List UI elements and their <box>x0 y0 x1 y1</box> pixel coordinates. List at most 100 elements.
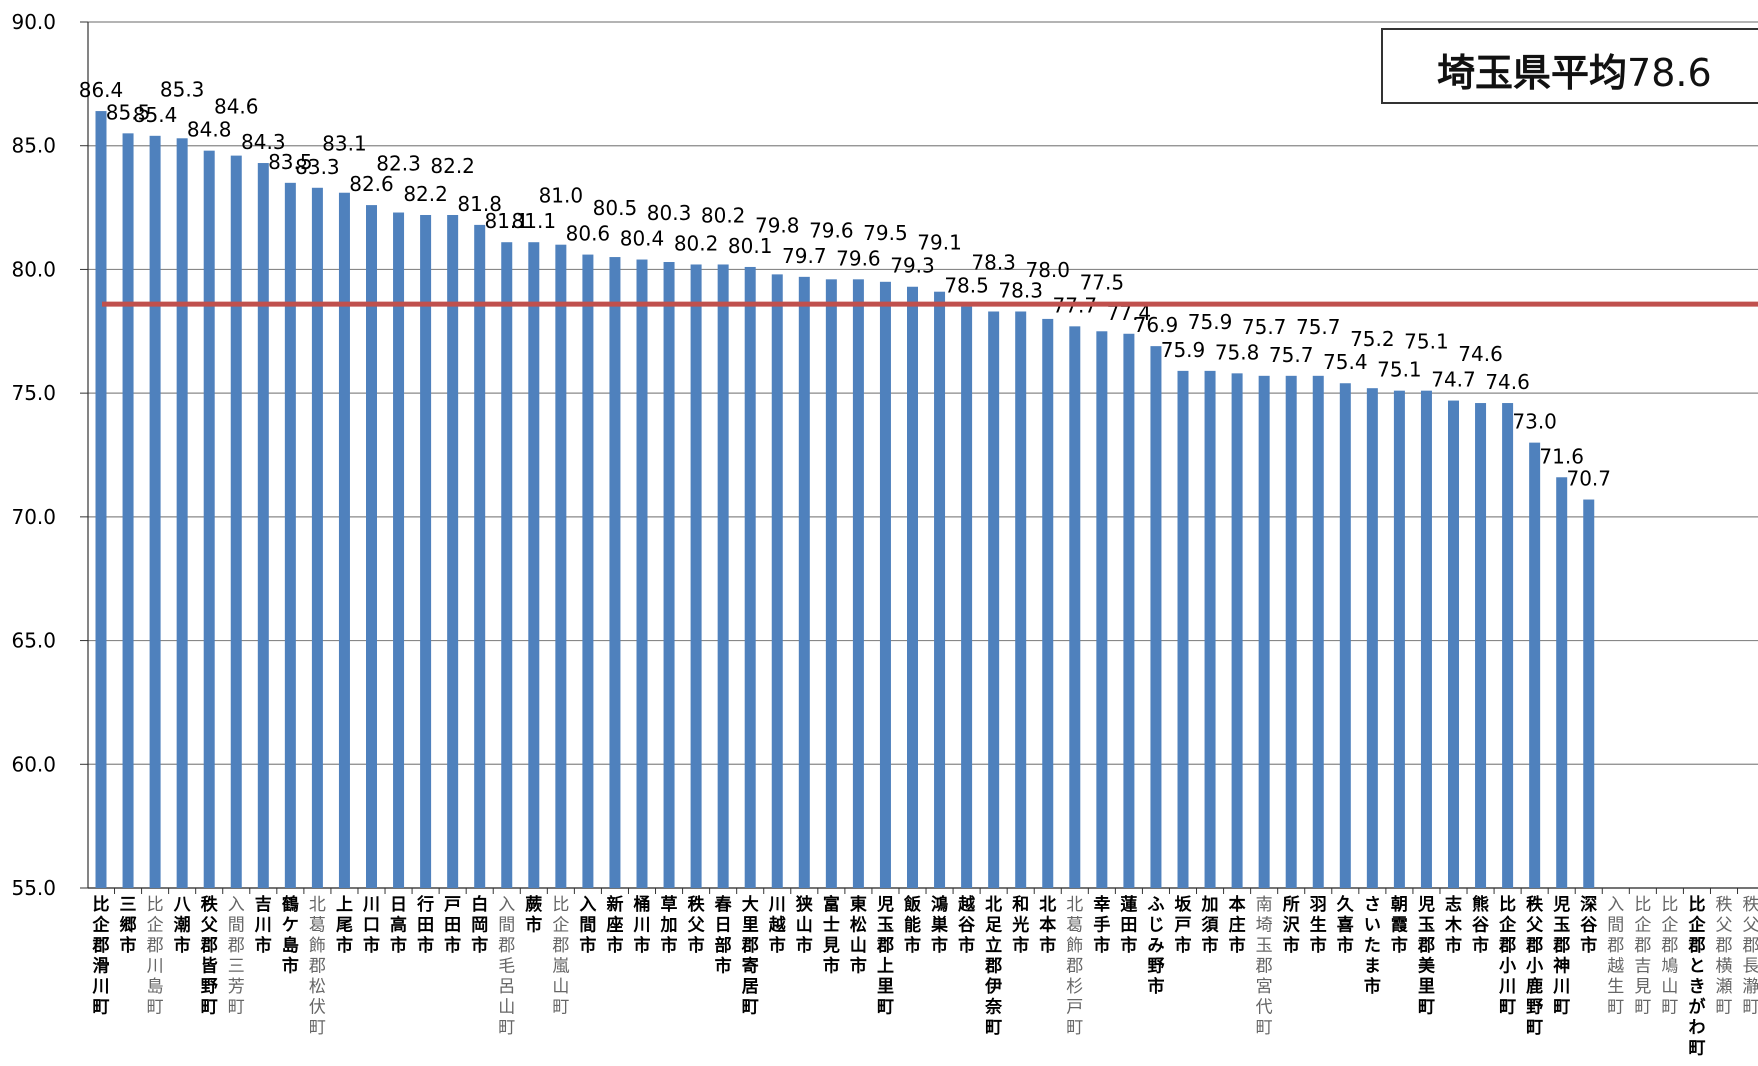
average-value: 78.6 <box>1627 51 1712 95</box>
category-label: 比企郡滑川町 <box>92 894 111 1018</box>
bar <box>1583 499 1595 888</box>
value-label: 79.6 <box>836 246 881 270</box>
value-label: 84.6 <box>214 95 259 119</box>
category-label: 日高市 <box>390 895 407 956</box>
category-label: 白岡市 <box>471 894 488 956</box>
bar <box>257 163 269 888</box>
bar <box>555 244 567 888</box>
category-label: 上尾市 <box>336 895 353 956</box>
value-label: 79.1 <box>917 231 962 255</box>
value-label: 84.3 <box>241 130 286 154</box>
value-label: 75.7 <box>1269 343 1314 367</box>
value-label: 77.5 <box>1080 270 1125 294</box>
category-label: 坂戸市 <box>1175 895 1193 956</box>
category-label: 入間市 <box>579 895 596 956</box>
value-label: 80.2 <box>701 203 746 227</box>
category-label: 入間郡毛呂山町 <box>498 895 515 1038</box>
bar <box>1069 326 1081 888</box>
y-tick-label: 55.0 <box>11 876 56 900</box>
value-label: 80.3 <box>647 201 692 225</box>
value-label: 78.5 <box>944 274 989 298</box>
category-label: 鶴ケ島市 <box>282 894 299 977</box>
bar <box>636 259 648 888</box>
category-label: 秩父市 <box>687 895 706 956</box>
category-label: 比企郡川島町 <box>147 895 164 1018</box>
value-label: 74.7 <box>1431 368 1476 392</box>
y-tick-label: 90.0 <box>11 10 56 34</box>
category-label: 志木市 <box>1444 894 1463 956</box>
bar <box>338 192 350 888</box>
bar <box>420 214 432 889</box>
category-label: 吉川市 <box>254 895 272 956</box>
category-label: 北葛飾郡松伏町 <box>309 895 326 1038</box>
value-label: 76.9 <box>1134 313 1179 337</box>
bar <box>284 182 296 889</box>
category-label: 東松山市 <box>850 894 867 977</box>
value-label: 71.6 <box>1539 444 1584 468</box>
category-label: 越谷市 <box>957 894 976 956</box>
bar <box>852 279 864 889</box>
value-label: 80.4 <box>620 227 665 251</box>
value-label: 79.3 <box>890 254 935 278</box>
category-label: 久喜市 <box>1337 894 1354 956</box>
bar <box>961 306 973 888</box>
category-label: 八潮市 <box>174 895 192 956</box>
value-label: 75.4 <box>1323 350 1368 374</box>
y-tick-label: 60.0 <box>11 752 56 776</box>
category-label: 三郷市 <box>120 895 137 956</box>
bar <box>501 242 513 888</box>
category-label: 比企郡嵐山町 <box>552 895 569 1018</box>
value-label: 70.7 <box>1566 467 1611 491</box>
bar <box>1475 403 1487 888</box>
bar <box>528 242 540 888</box>
category-label: 児玉郡美里町 <box>1417 895 1436 1018</box>
bar <box>907 286 918 889</box>
bar <box>311 187 323 888</box>
value-label: 81.1 <box>484 209 529 233</box>
bar <box>1502 403 1514 888</box>
category-label: 比企郡吉見町 <box>1634 895 1651 1018</box>
category-label: 秩父郡皆野町 <box>200 895 219 1018</box>
category-label: 桶川市 <box>633 894 651 956</box>
bar <box>690 264 702 889</box>
y-tick-label: 70.0 <box>11 505 56 529</box>
bar <box>447 214 459 889</box>
value-label: 79.6 <box>809 218 854 242</box>
value-label: 81.0 <box>539 184 584 208</box>
bar <box>1231 373 1243 888</box>
category-label: 秩父郡横瀬町 <box>1716 895 1733 1018</box>
category-label: 秩父郡小鹿野町 <box>1525 895 1544 1038</box>
value-label: 78.3 <box>971 250 1016 274</box>
category-label: 鴻巣市 <box>930 894 949 956</box>
value-label: 81.1 <box>512 209 557 233</box>
average-legend-box: 埼玉県平均78.6 <box>1381 28 1758 104</box>
bar <box>1556 477 1568 888</box>
bar <box>771 274 783 888</box>
value-label: 75.9 <box>1188 310 1233 334</box>
category-label: 春日部市 <box>715 894 732 977</box>
category-label: 比企郡小川町 <box>1498 894 1517 1018</box>
bar <box>474 224 486 889</box>
value-label: 84.8 <box>187 118 232 142</box>
category-label: 比企郡鳩山町 <box>1661 895 1678 1018</box>
category-label: 幸手市 <box>1093 894 1110 956</box>
category-label: さいたま市 <box>1364 895 1381 997</box>
category-label: 新座市 <box>606 894 623 956</box>
value-label: 75.1 <box>1377 358 1422 382</box>
category-label: 深谷市 <box>1580 894 1598 956</box>
bar <box>1150 346 1162 888</box>
bar <box>1420 390 1432 888</box>
bar <box>717 264 729 889</box>
category-label: 草加市 <box>660 895 678 956</box>
category-label: 富士見市 <box>822 894 840 977</box>
bar <box>1177 370 1189 889</box>
value-label: 73.0 <box>1512 410 1557 434</box>
category-label: 川越市 <box>768 895 787 956</box>
value-label: 79.7 <box>782 244 827 268</box>
category-label: 北足立郡伊奈町 <box>984 895 1003 1038</box>
value-label: 80.1 <box>728 234 773 258</box>
bar <box>1393 390 1405 888</box>
value-label: 78.3 <box>998 278 1043 302</box>
value-label: 83.5 <box>268 150 313 174</box>
bar <box>1258 375 1270 888</box>
